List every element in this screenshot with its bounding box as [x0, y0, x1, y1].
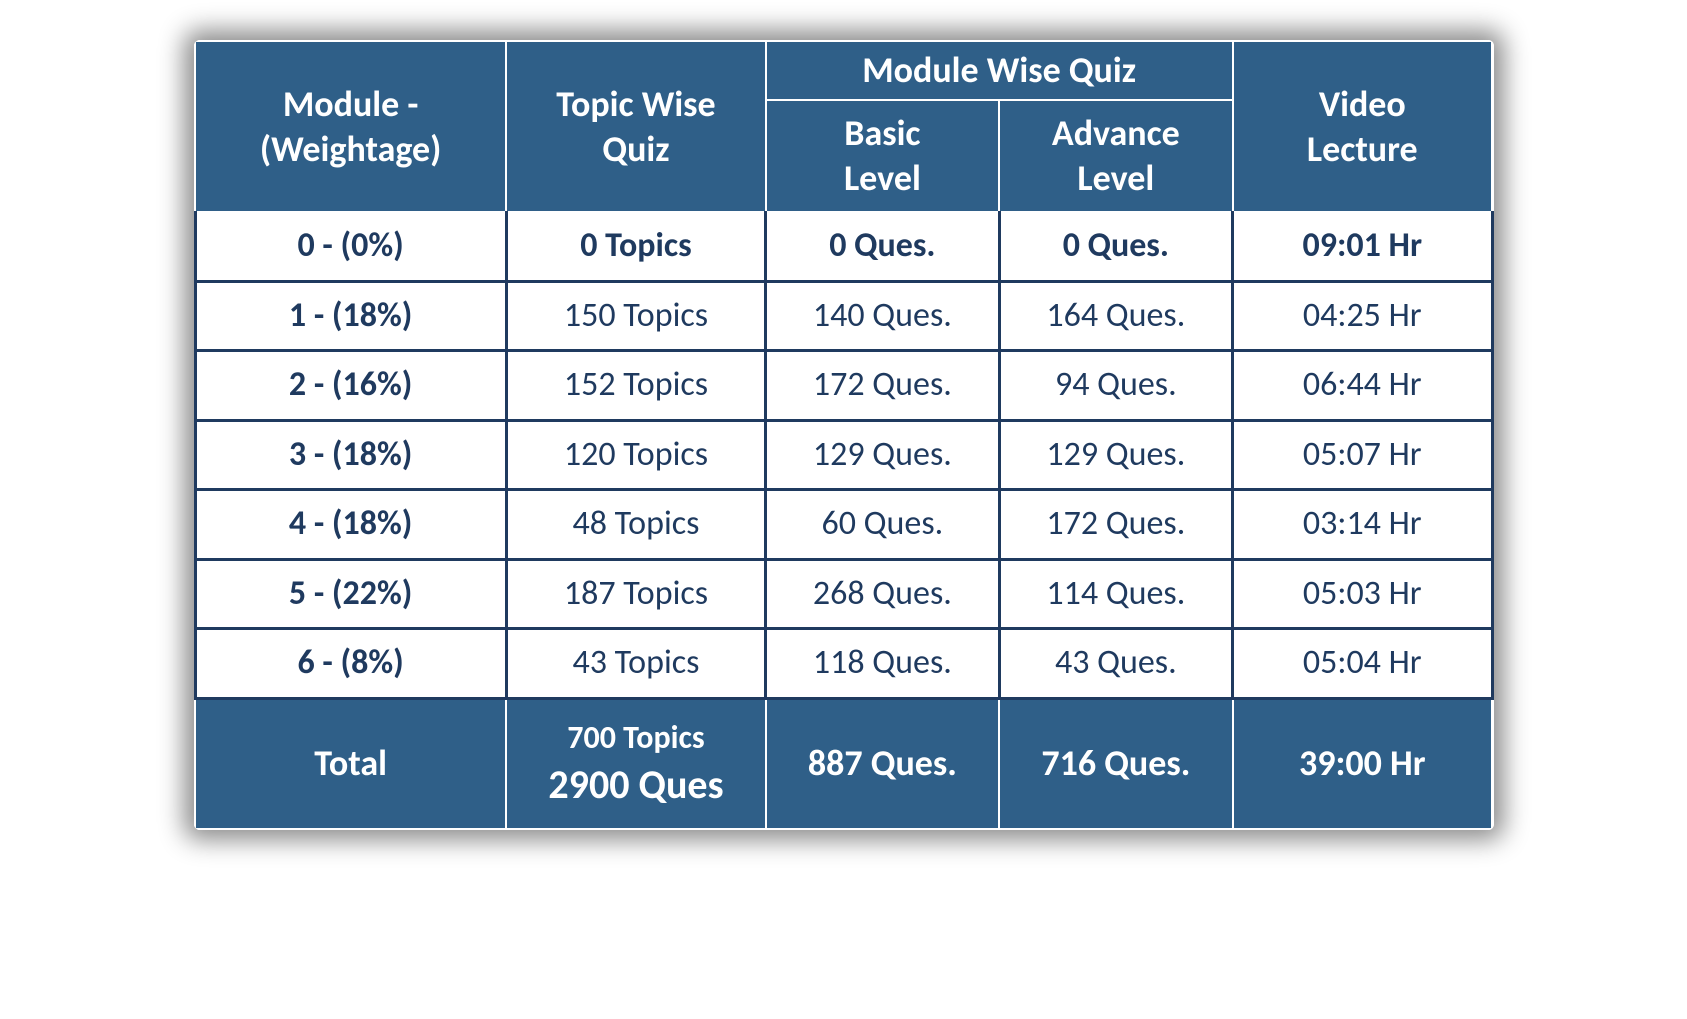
- col-header-video-l1: Video: [1319, 82, 1406, 126]
- cell-basic: 60 Ques.: [766, 490, 999, 560]
- cell-advance: 114 Ques.: [999, 559, 1232, 629]
- cell-video: 05:04 Hr: [1233, 629, 1492, 699]
- col-header-advance-l2: Level: [1077, 156, 1154, 200]
- table-footer: Total 700 Topics 2900 Ques 887 Ques. 716…: [195, 698, 1492, 829]
- cell-topic: 152 Topics: [506, 351, 765, 421]
- cell-advance: 129 Ques.: [999, 420, 1232, 490]
- col-header-basic-l1: Basic: [844, 111, 920, 155]
- table-row: 6 - (8%) 43 Topics 118 Ques. 43 Ques. 05…: [195, 629, 1492, 699]
- col-header-module-l1: Module -: [283, 82, 419, 126]
- cell-topic: 0 Topics: [506, 212, 765, 281]
- table-row: 5 - (22%) 187 Topics 268 Ques. 114 Ques.…: [195, 559, 1492, 629]
- cell-module: 4 - (18%): [195, 490, 506, 560]
- col-header-module-l2: (Weightage): [260, 127, 442, 171]
- col-header-module: Module - (Weightage): [195, 41, 506, 212]
- col-header-topic: Topic Wise Quiz: [506, 41, 765, 212]
- cell-topic: 150 Topics: [506, 281, 765, 351]
- cell-basic: 129 Ques.: [766, 420, 999, 490]
- total-topic-line2: 2900 Ques: [515, 760, 756, 810]
- table-row: 0 - (0%) 0 Topics 0 Ques. 0 Ques. 09:01 …: [195, 212, 1492, 281]
- col-header-advance-l1: Advance: [1052, 111, 1180, 155]
- cell-topic: 43 Topics: [506, 629, 765, 699]
- cell-module: 5 - (22%): [195, 559, 506, 629]
- col-header-video-l2: Lecture: [1307, 127, 1418, 171]
- cell-module: 1 - (18%): [195, 281, 506, 351]
- cell-video: 09:01 Hr: [1233, 212, 1492, 281]
- module-summary-table: Module - (Weightage) Topic Wise Quiz Mod…: [194, 40, 1494, 830]
- total-topic-line1: 700 Topics: [515, 718, 756, 758]
- cell-advance: 0 Ques.: [999, 212, 1232, 281]
- cell-basic: 268 Ques.: [766, 559, 999, 629]
- cell-advance: 172 Ques.: [999, 490, 1232, 560]
- table-row: 3 - (18%) 120 Topics 129 Ques. 129 Ques.…: [195, 420, 1492, 490]
- cell-basic: 0 Ques.: [766, 212, 999, 281]
- col-header-video: Video Lecture: [1233, 41, 1492, 212]
- total-advance: 716 Ques.: [999, 698, 1232, 829]
- cell-advance: 43 Ques.: [999, 629, 1232, 699]
- cell-topic: 187 Topics: [506, 559, 765, 629]
- cell-topic: 48 Topics: [506, 490, 765, 560]
- module-summary-table-container: Module - (Weightage) Topic Wise Quiz Mod…: [194, 40, 1494, 830]
- cell-basic: 140 Ques.: [766, 281, 999, 351]
- table-row: 1 - (18%) 150 Topics 140 Ques. 164 Ques.…: [195, 281, 1492, 351]
- table-row: 2 - (16%) 152 Topics 172 Ques. 94 Ques. …: [195, 351, 1492, 421]
- table-row: 4 - (18%) 48 Topics 60 Ques. 172 Ques. 0…: [195, 490, 1492, 560]
- total-row: Total 700 Topics 2900 Ques 887 Ques. 716…: [195, 698, 1492, 829]
- cell-module: 2 - (16%): [195, 351, 506, 421]
- col-header-basic: Basic Level: [766, 100, 999, 212]
- cell-video: 03:14 Hr: [1233, 490, 1492, 560]
- table-header: Module - (Weightage) Topic Wise Quiz Mod…: [195, 41, 1492, 212]
- cell-video: 05:07 Hr: [1233, 420, 1492, 490]
- col-header-modulewise: Module Wise Quiz: [766, 41, 1233, 100]
- cell-basic: 172 Ques.: [766, 351, 999, 421]
- total-label: Total: [195, 698, 506, 829]
- cell-module: 0 - (0%): [195, 212, 506, 281]
- cell-basic: 118 Ques.: [766, 629, 999, 699]
- col-header-topic-l1: Topic Wise: [556, 82, 715, 126]
- cell-video: 05:03 Hr: [1233, 559, 1492, 629]
- total-video: 39:00 Hr: [1233, 698, 1492, 829]
- col-header-basic-l2: Level: [844, 156, 921, 200]
- cell-advance: 94 Ques.: [999, 351, 1232, 421]
- cell-topic: 120 Topics: [506, 420, 765, 490]
- cell-module: 3 - (18%): [195, 420, 506, 490]
- cell-video: 06:44 Hr: [1233, 351, 1492, 421]
- col-header-advance: Advance Level: [999, 100, 1232, 212]
- table-body: 0 - (0%) 0 Topics 0 Ques. 0 Ques. 09:01 …: [195, 212, 1492, 698]
- cell-advance: 164 Ques.: [999, 281, 1232, 351]
- cell-module: 6 - (8%): [195, 629, 506, 699]
- total-topic: 700 Topics 2900 Ques: [506, 698, 765, 829]
- total-basic: 887 Ques.: [766, 698, 999, 829]
- col-header-topic-l2: Quiz: [602, 127, 669, 171]
- cell-video: 04:25 Hr: [1233, 281, 1492, 351]
